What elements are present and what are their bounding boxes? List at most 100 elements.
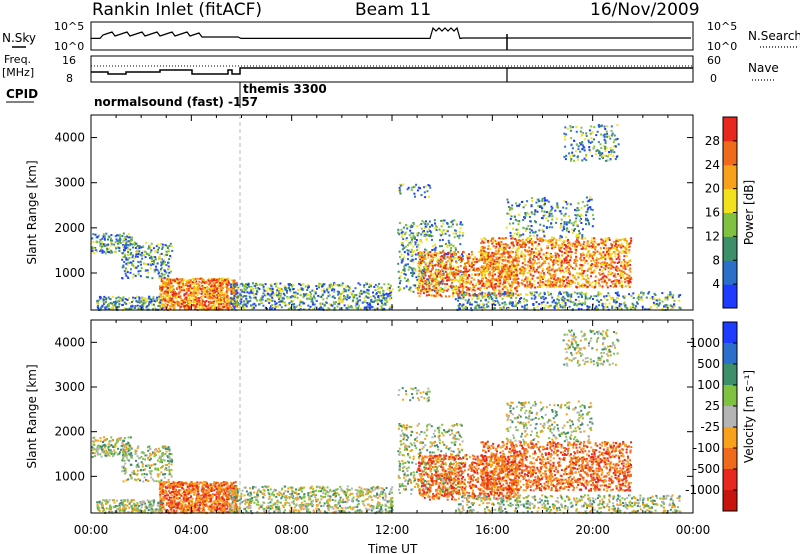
heatmap-cell bbox=[538, 250, 541, 253]
heatmap-cell bbox=[506, 266, 509, 269]
heatmap-cell bbox=[135, 266, 138, 269]
heatmap-cell bbox=[497, 281, 500, 284]
heatmap-cell bbox=[487, 266, 490, 269]
heatmap-cell bbox=[609, 263, 612, 266]
heatmap-cell bbox=[365, 305, 368, 308]
heatmap-cell bbox=[243, 285, 245, 287]
heatmap-cell bbox=[528, 285, 531, 288]
heatmap-cell bbox=[500, 237, 502, 240]
heatmap-cell bbox=[125, 302, 128, 305]
heatmap-cell bbox=[553, 277, 555, 280]
heatmap-cell bbox=[497, 249, 500, 252]
heatmap-cell bbox=[209, 279, 212, 282]
heatmap-cell bbox=[603, 280, 606, 283]
heatmap-cell bbox=[452, 265, 455, 268]
heatmap-cell bbox=[492, 241, 495, 244]
heatmap-cell bbox=[218, 290, 220, 293]
heatmap-cell bbox=[99, 242, 102, 245]
heatmap-cell bbox=[203, 290, 206, 293]
heatmap-cell bbox=[147, 253, 150, 256]
heatmap-cell bbox=[561, 284, 564, 287]
heatmap-cell bbox=[410, 236, 413, 239]
heatmap-cell bbox=[520, 244, 523, 247]
heatmap-cell bbox=[385, 292, 388, 295]
heatmap-cell bbox=[230, 290, 233, 293]
heatmap-cell bbox=[199, 307, 201, 310]
heatmap-cell bbox=[357, 282, 360, 285]
heatmap-cell bbox=[579, 253, 582, 256]
heatmap-cell bbox=[174, 303, 177, 306]
heatmap-cell bbox=[166, 289, 169, 292]
heatmap-cell bbox=[188, 290, 191, 292]
heatmap-cell bbox=[200, 303, 203, 305]
heatmap-cell bbox=[173, 290, 176, 293]
heatmap-cell bbox=[431, 238, 433, 241]
heatmap-cell bbox=[586, 200, 589, 203]
heatmap-cell bbox=[152, 247, 155, 250]
heatmap-cell bbox=[272, 294, 275, 297]
heatmap-cell bbox=[424, 274, 427, 277]
heatmap-cell bbox=[508, 275, 511, 278]
heatmap-cell bbox=[189, 297, 192, 300]
heatmap-cell bbox=[452, 223, 454, 226]
heatmap-cell bbox=[482, 241, 485, 244]
heatmap-cell bbox=[159, 306, 162, 309]
heatmap-cell bbox=[158, 276, 161, 279]
heatmap-cell bbox=[116, 234, 119, 237]
heatmap-cell bbox=[176, 288, 178, 291]
heatmap-cell bbox=[482, 247, 485, 250]
heatmap-cell bbox=[555, 243, 558, 246]
heatmap-cell bbox=[387, 293, 390, 296]
heatmap-cell bbox=[422, 271, 425, 274]
heatmap-cell bbox=[104, 243, 107, 246]
heatmap-cell bbox=[483, 246, 486, 249]
heatmap-cell bbox=[620, 260, 623, 263]
heatmap-cell bbox=[570, 251, 573, 253]
heatmap-cell bbox=[233, 284, 236, 287]
heatmap-cell bbox=[134, 297, 137, 300]
heatmap-cell bbox=[629, 278, 631, 281]
heatmap-cell bbox=[425, 261, 428, 264]
heatmap-cell bbox=[441, 282, 444, 285]
heatmap-cell bbox=[443, 268, 446, 271]
heatmap-cell bbox=[592, 251, 595, 253]
heatmap-cell bbox=[356, 297, 359, 300]
heatmap-cell bbox=[268, 301, 271, 304]
heatmap-cell bbox=[506, 295, 509, 298]
heatmap-cell bbox=[558, 280, 561, 283]
heatmap-cell bbox=[589, 266, 592, 268]
heatmap-cell bbox=[617, 256, 620, 259]
heatmap-cell bbox=[383, 283, 386, 286]
heatmap-cell bbox=[459, 291, 461, 294]
heatmap-cell bbox=[423, 286, 426, 289]
heatmap-cell bbox=[428, 270, 431, 273]
heatmap-cell bbox=[240, 294, 242, 297]
heatmap-cell bbox=[487, 257, 490, 260]
heatmap-cell bbox=[575, 278, 578, 281]
heatmap-cell bbox=[149, 245, 152, 248]
heatmap-cell bbox=[196, 277, 199, 280]
heatmap-cell bbox=[150, 259, 153, 262]
heatmap-cell bbox=[228, 299, 231, 302]
heatmap-cell bbox=[529, 238, 532, 241]
heatmap-cell bbox=[521, 283, 524, 286]
heatmap-cell bbox=[531, 252, 534, 255]
heatmap-cell bbox=[574, 208, 576, 211]
heatmap-cell bbox=[421, 290, 424, 292]
heatmap-cell bbox=[279, 299, 282, 302]
heatmap-cell bbox=[614, 255, 617, 258]
heatmap-cell bbox=[502, 281, 505, 284]
heatmap-cell bbox=[546, 245, 549, 248]
heatmap-cell bbox=[444, 232, 447, 235]
heatmap-cell bbox=[506, 251, 509, 254]
heatmap-cell bbox=[585, 279, 588, 281]
heatmap-cell bbox=[581, 283, 584, 286]
heatmap-cell bbox=[560, 259, 563, 262]
heatmap-cell bbox=[618, 282, 621, 285]
heatmap-cell bbox=[590, 285, 593, 288]
heatmap-cell bbox=[504, 273, 507, 276]
heatmap-cell bbox=[333, 290, 336, 293]
heatmap-cell bbox=[407, 253, 410, 256]
heatmap-cell bbox=[614, 276, 617, 279]
heatmap-cell bbox=[113, 243, 116, 246]
